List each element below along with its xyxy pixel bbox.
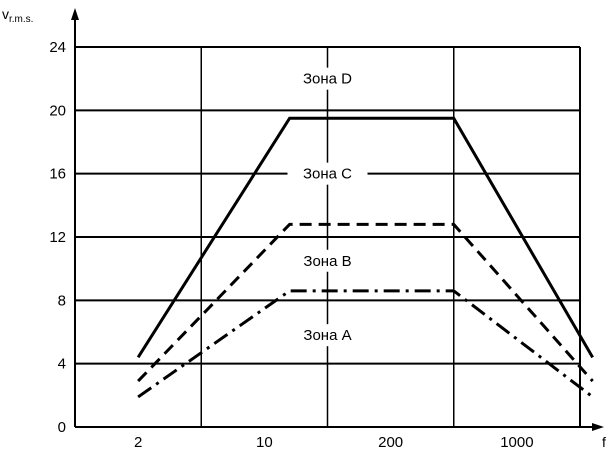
zone-label-bg <box>287 67 368 90</box>
y-tick-label: 20 <box>49 102 66 119</box>
x-axis-arrow <box>592 423 604 431</box>
y-tick-label: 24 <box>49 39 66 56</box>
y-axis-label: vr.m.s. <box>2 6 33 25</box>
zone-label: Зона B <box>303 253 351 270</box>
zone-label-bg <box>287 162 368 185</box>
labels: 0 4 8 12 16 20 24 2 10 200 1000 vr.m.s. f Зона D Зона … <box>2 6 606 451</box>
y-tick-label: 12 <box>49 229 66 246</box>
y-tick-label: 8 <box>58 292 66 309</box>
series-line-solid <box>136 116 594 359</box>
y-axis-arrow <box>71 8 79 20</box>
series-line-dashdot <box>137 289 594 399</box>
y-tick-label: 16 <box>49 166 66 183</box>
x-tick-label: 2 <box>134 434 142 451</box>
x-tick-label: 1000 <box>500 434 533 451</box>
zone-label: Зона D <box>303 71 352 88</box>
y-tick-label: 4 <box>58 356 66 373</box>
zone-label-bg <box>287 249 368 272</box>
grid <box>75 46 581 427</box>
series-line-dashed <box>137 222 594 383</box>
zone-label: Зона A <box>303 327 351 344</box>
zone-label: Зона C <box>303 166 352 183</box>
x-tick-label: 200 <box>378 434 403 451</box>
x-tick-label: 10 <box>256 434 273 451</box>
axes <box>71 8 604 431</box>
y-tick-label: 0 <box>58 419 66 436</box>
x-axis-label: f <box>602 434 606 450</box>
series-lines <box>136 116 594 399</box>
zone-label-bg <box>287 324 368 347</box>
